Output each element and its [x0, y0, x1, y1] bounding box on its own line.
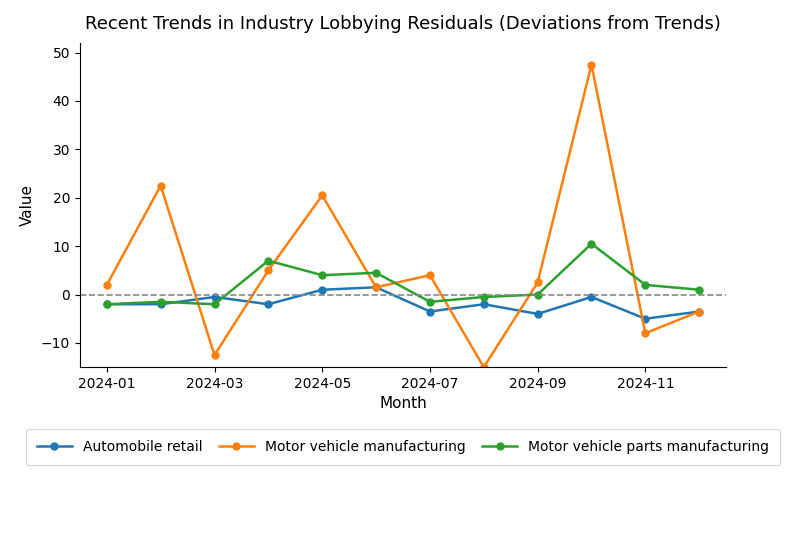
- Motor vehicle manufacturing: [533, 279, 542, 286]
- Motor vehicle parts manufacturing: [156, 299, 165, 305]
- Automobile retail: [156, 301, 165, 307]
- Motor vehicle manufacturing: [210, 352, 219, 358]
- Motor vehicle manufacturing: [102, 282, 112, 288]
- Line: Automobile retail: Automobile retail: [103, 284, 703, 322]
- Motor vehicle manufacturing: [156, 182, 165, 189]
- Motor vehicle parts manufacturing: [102, 301, 112, 307]
- X-axis label: Month: Month: [379, 397, 427, 411]
- Motor vehicle parts manufacturing: [479, 294, 488, 300]
- Automobile retail: [102, 301, 112, 307]
- Motor vehicle manufacturing: [318, 192, 327, 198]
- Motor vehicle manufacturing: [641, 330, 650, 336]
- Motor vehicle parts manufacturing: [425, 299, 434, 305]
- Motor vehicle manufacturing: [587, 61, 596, 68]
- Y-axis label: Value: Value: [20, 184, 35, 226]
- Motor vehicle manufacturing: [372, 284, 381, 291]
- Automobile retail: [264, 301, 273, 307]
- Motor vehicle manufacturing: [264, 267, 273, 274]
- Legend: Automobile retail, Motor vehicle manufacturing, Motor vehicle parts manufacturin: Automobile retail, Motor vehicle manufac…: [26, 429, 780, 466]
- Automobile retail: [641, 315, 650, 322]
- Motor vehicle parts manufacturing: [318, 272, 327, 279]
- Automobile retail: [533, 310, 542, 317]
- Motor vehicle manufacturing: [694, 308, 704, 315]
- Automobile retail: [210, 294, 219, 300]
- Motor vehicle parts manufacturing: [694, 287, 704, 293]
- Motor vehicle parts manufacturing: [210, 301, 219, 307]
- Motor vehicle parts manufacturing: [264, 258, 273, 264]
- Motor vehicle manufacturing: [479, 364, 488, 370]
- Motor vehicle parts manufacturing: [533, 291, 542, 298]
- Automobile retail: [587, 294, 596, 300]
- Motor vehicle parts manufacturing: [372, 270, 381, 276]
- Automobile retail: [479, 301, 488, 307]
- Line: Motor vehicle parts manufacturing: Motor vehicle parts manufacturing: [103, 240, 703, 308]
- Automobile retail: [372, 284, 381, 291]
- Automobile retail: [425, 308, 434, 315]
- Motor vehicle parts manufacturing: [641, 282, 650, 288]
- Line: Motor vehicle manufacturing: Motor vehicle manufacturing: [103, 61, 703, 371]
- Title: Recent Trends in Industry Lobbying Residuals (Deviations from Trends): Recent Trends in Industry Lobbying Resid…: [85, 15, 721, 33]
- Automobile retail: [694, 308, 704, 315]
- Motor vehicle manufacturing: [425, 272, 434, 279]
- Automobile retail: [318, 287, 327, 293]
- Motor vehicle parts manufacturing: [587, 240, 596, 247]
